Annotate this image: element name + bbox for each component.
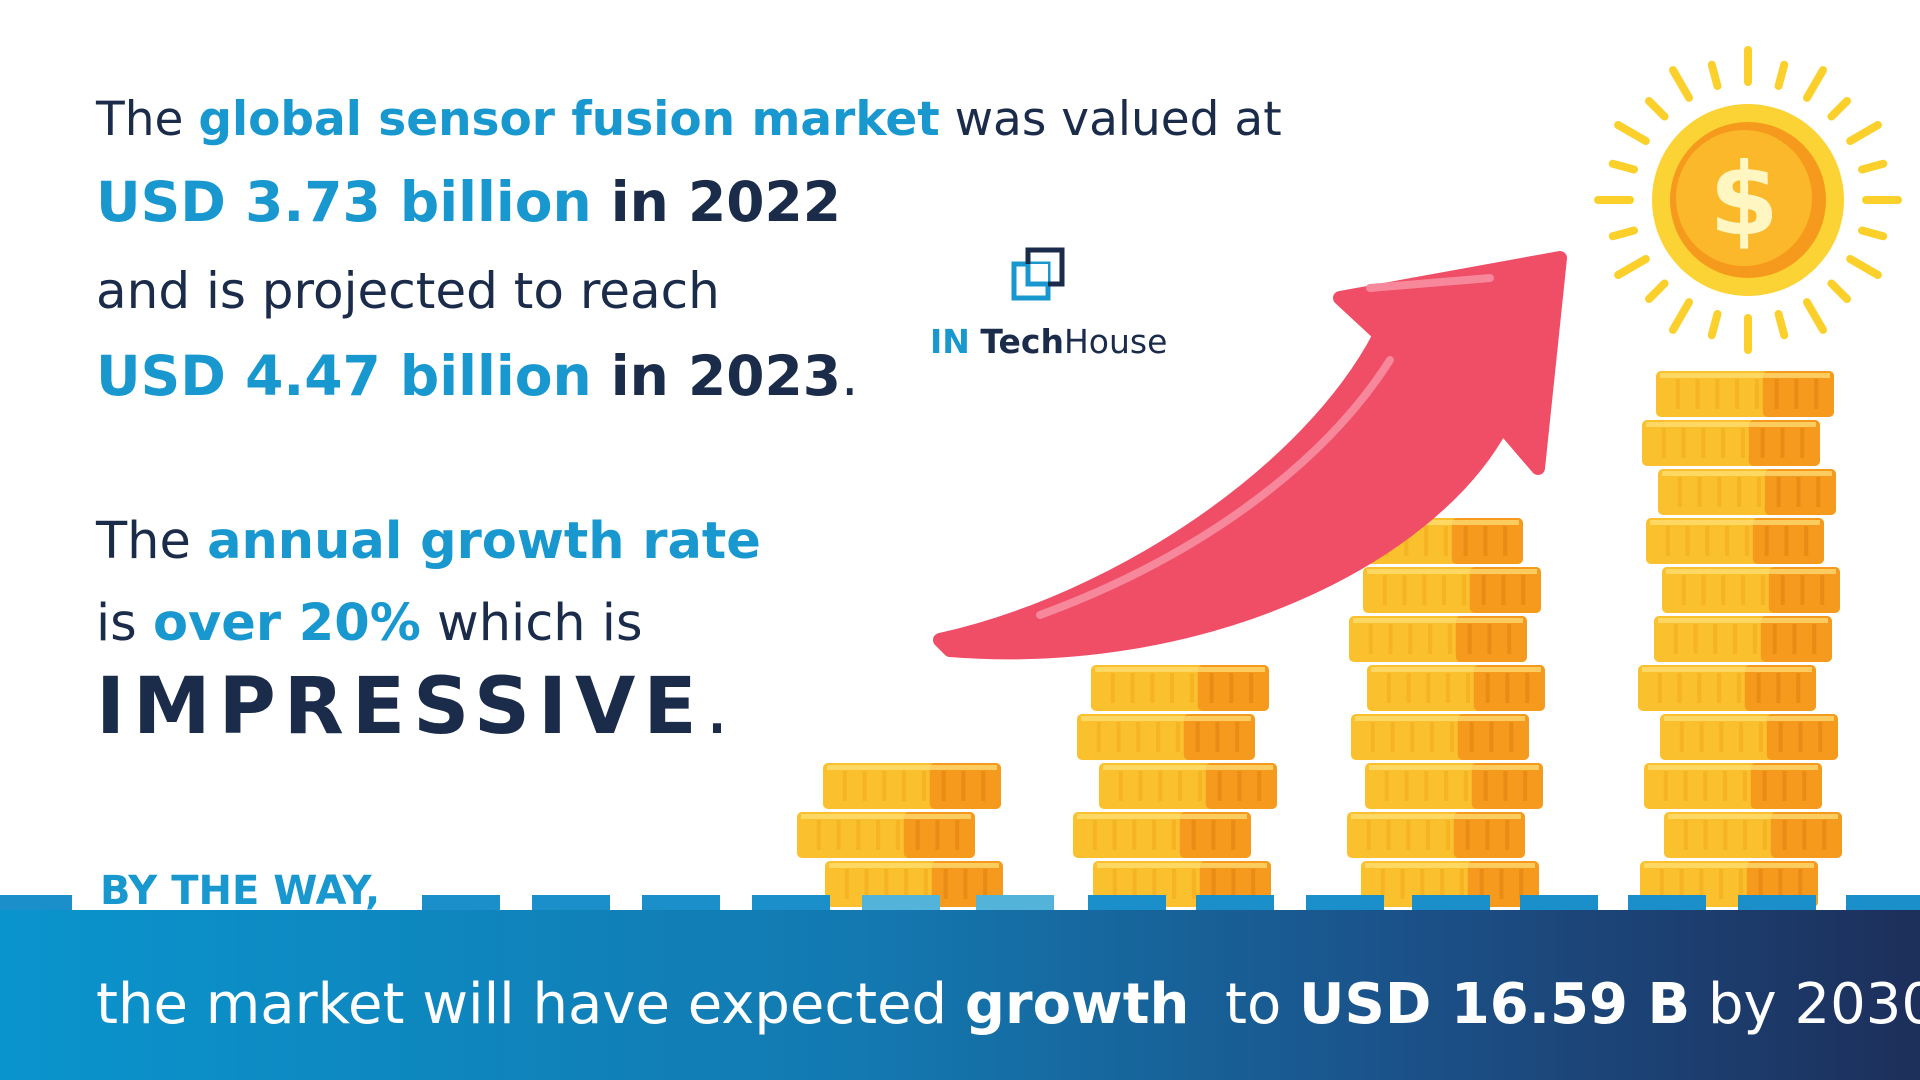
highlight-over-20: over 20% xyxy=(152,594,421,653)
coin xyxy=(1660,714,1838,760)
dashed-divider xyxy=(0,895,1920,915)
dollar-sun-icon: $ xyxy=(1594,46,1902,354)
coin xyxy=(1091,665,1269,711)
value-2023: USD 4.47 billion xyxy=(96,344,592,408)
coin xyxy=(1664,812,1842,858)
growth-line-2: is over 20% which is xyxy=(96,594,643,653)
headline-line-2: USD 3.73 billion in 2022 xyxy=(96,170,842,234)
footer-statement: the market will have expected growth to … xyxy=(96,972,1920,1037)
headline-line-4: USD 4.47 billion in 2023. xyxy=(96,344,859,408)
coin xyxy=(1646,518,1824,564)
footer-band: the market will have expected growth to … xyxy=(0,910,1920,1080)
coin xyxy=(1638,665,1816,711)
coin xyxy=(1351,714,1529,760)
in-tech-house-logo: IN TechHouse xyxy=(924,246,1167,366)
coin xyxy=(1365,763,1543,809)
growth-line-1: The annual growth rate xyxy=(96,512,761,571)
coin xyxy=(1349,616,1527,662)
coin xyxy=(1662,567,1840,613)
by-the-way-label: BY THE WAY, xyxy=(100,868,381,914)
coin xyxy=(823,763,1001,809)
coin xyxy=(1654,616,1832,662)
coin xyxy=(1644,763,1822,809)
coin xyxy=(1656,371,1834,417)
coin xyxy=(1077,714,1255,760)
impressive-word: IMPRESSIVE. xyxy=(96,662,730,752)
highlight-market: global sensor fusion market xyxy=(198,92,940,147)
coin xyxy=(1363,567,1541,613)
coin xyxy=(1642,420,1820,466)
headline-line-1: The global sensor fusion market was valu… xyxy=(96,92,1282,147)
logo-mark-icon xyxy=(1011,247,1065,301)
value-2022: USD 3.73 billion xyxy=(96,170,592,234)
svg-text:$: $ xyxy=(1709,141,1779,258)
coin xyxy=(1658,469,1836,515)
growth-arrow-icon xyxy=(933,251,1567,660)
headline-line-3: and is projected to reach xyxy=(96,262,720,320)
coin xyxy=(1073,812,1251,858)
logo-text: IN TechHouse xyxy=(930,322,1168,361)
coin xyxy=(797,812,975,858)
coin xyxy=(1367,665,1545,711)
coin-stacks xyxy=(797,371,1842,907)
coin xyxy=(1099,763,1277,809)
highlight-growth-rate: annual growth rate xyxy=(207,512,761,571)
coin xyxy=(1347,812,1525,858)
